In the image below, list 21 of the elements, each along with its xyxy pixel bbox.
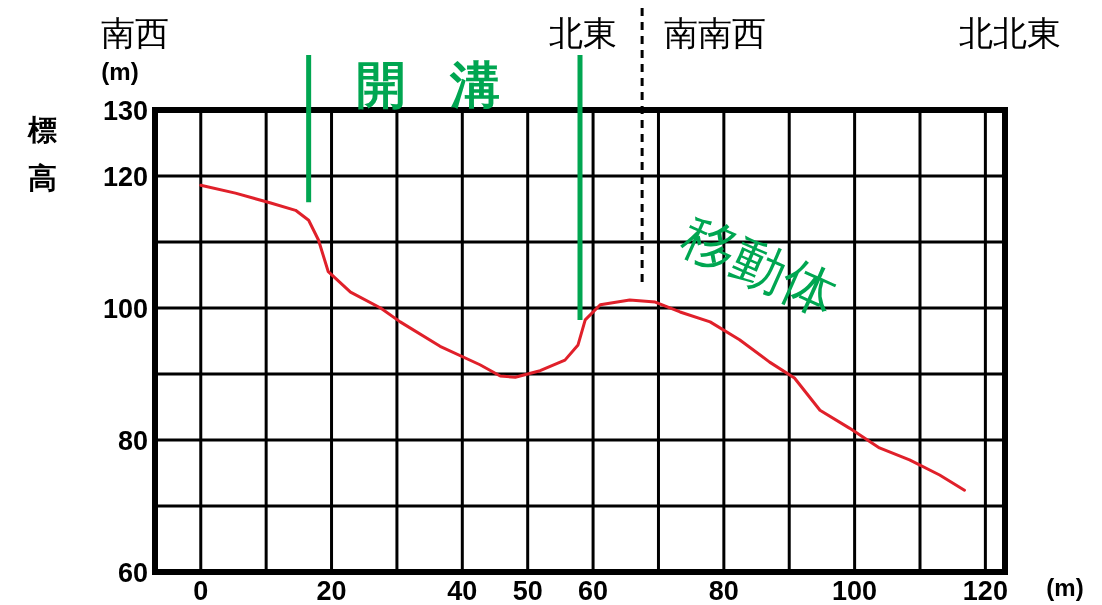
annotation: 開溝 bbox=[356, 56, 544, 114]
x-tick-label: 50 bbox=[512, 576, 543, 605]
x-tick-label: 20 bbox=[316, 576, 347, 605]
text: 南南西 bbox=[664, 13, 766, 53]
y-tick-label: 100 bbox=[102, 294, 148, 324]
text: 北北東 bbox=[959, 13, 1061, 53]
x-tick-label: 100 bbox=[832, 576, 878, 605]
y-tick-label: 120 bbox=[102, 162, 148, 192]
text: 北東 bbox=[549, 13, 617, 53]
x-tick-label: 120 bbox=[962, 576, 1008, 605]
text: (m) bbox=[101, 58, 139, 85]
y-axis-title: 標高 bbox=[26, 113, 57, 195]
x-tick-label: 0 bbox=[193, 576, 209, 605]
x-axis-title: (m) bbox=[1046, 574, 1084, 601]
text: 南西 bbox=[101, 13, 169, 53]
x-tick-label: 80 bbox=[708, 576, 739, 605]
y-tick-label: 80 bbox=[117, 426, 148, 456]
x-tick-label: 60 bbox=[578, 576, 609, 605]
y-tick-label: 130 bbox=[102, 96, 148, 126]
annotation: 移動体 bbox=[672, 204, 847, 328]
x-tick-label: 40 bbox=[447, 576, 478, 605]
